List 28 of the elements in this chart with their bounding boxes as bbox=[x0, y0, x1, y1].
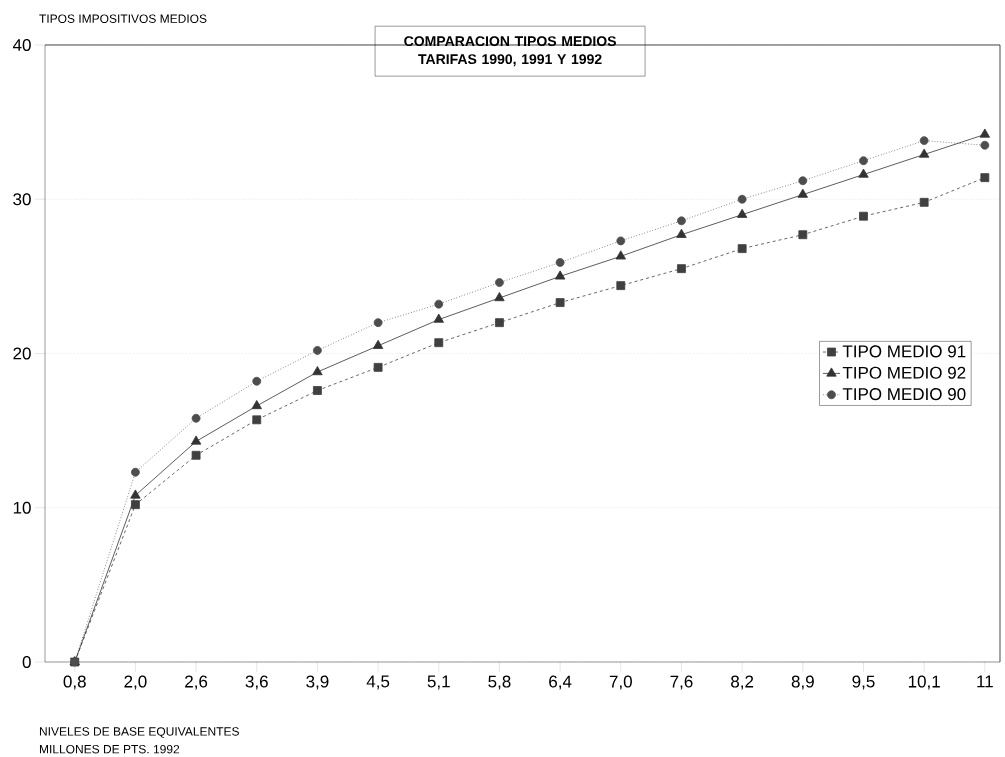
x-tick-label: 2,0 bbox=[124, 675, 147, 690]
x-tick-label: 4,5 bbox=[366, 675, 390, 690]
x-tick-label: 6,4 bbox=[549, 675, 572, 690]
legend-label: TIPO MEDIO 91 bbox=[842, 345, 966, 358]
chart-title: COMPARACION TIPOS MEDIOS TARIFAS 1990, 1991 Y 1992 bbox=[404, 36, 616, 67]
x-tick-label: 11 bbox=[977, 675, 993, 688]
x-tick-label: 0,8 bbox=[63, 675, 86, 690]
y-tick-label: 20 bbox=[13, 347, 31, 360]
y-tick-label: 10 bbox=[13, 501, 31, 514]
x-tick-label: 8,9 bbox=[791, 675, 814, 690]
x-tick-label: 7,0 bbox=[609, 675, 632, 690]
text: MILLONES DE PTS. 1992 bbox=[39, 744, 180, 754]
x-tick-label: 9,5 bbox=[852, 675, 875, 690]
x-tick-label: 2,6 bbox=[185, 675, 208, 690]
y-axis-title: TIPOS IMPOSITIVOS MEDIOS bbox=[39, 14, 207, 23]
x-tick-label: 7,6 bbox=[670, 675, 693, 690]
y-tick-label: 40 bbox=[12, 38, 31, 52]
x-tick-label: 8,2 bbox=[731, 675, 754, 690]
x-tick-label: 5,1 bbox=[427, 675, 450, 690]
x-tick-label: 3,9 bbox=[306, 675, 329, 690]
legend-label: TIPO MEDIO 92 bbox=[842, 366, 966, 379]
y-tick-label: 0 bbox=[22, 655, 31, 669]
x-tick-label: 3,6 bbox=[245, 675, 268, 690]
x-axis-title: NIVELES DE BASE EQUIVALENTES bbox=[39, 727, 239, 738]
x-tick-label: 5,8 bbox=[488, 675, 511, 690]
y-tick-label: 30 bbox=[13, 193, 31, 206]
x-tick-label: 10,1 bbox=[908, 675, 940, 690]
legend-label: TIPO MEDIO 90 bbox=[842, 388, 966, 401]
